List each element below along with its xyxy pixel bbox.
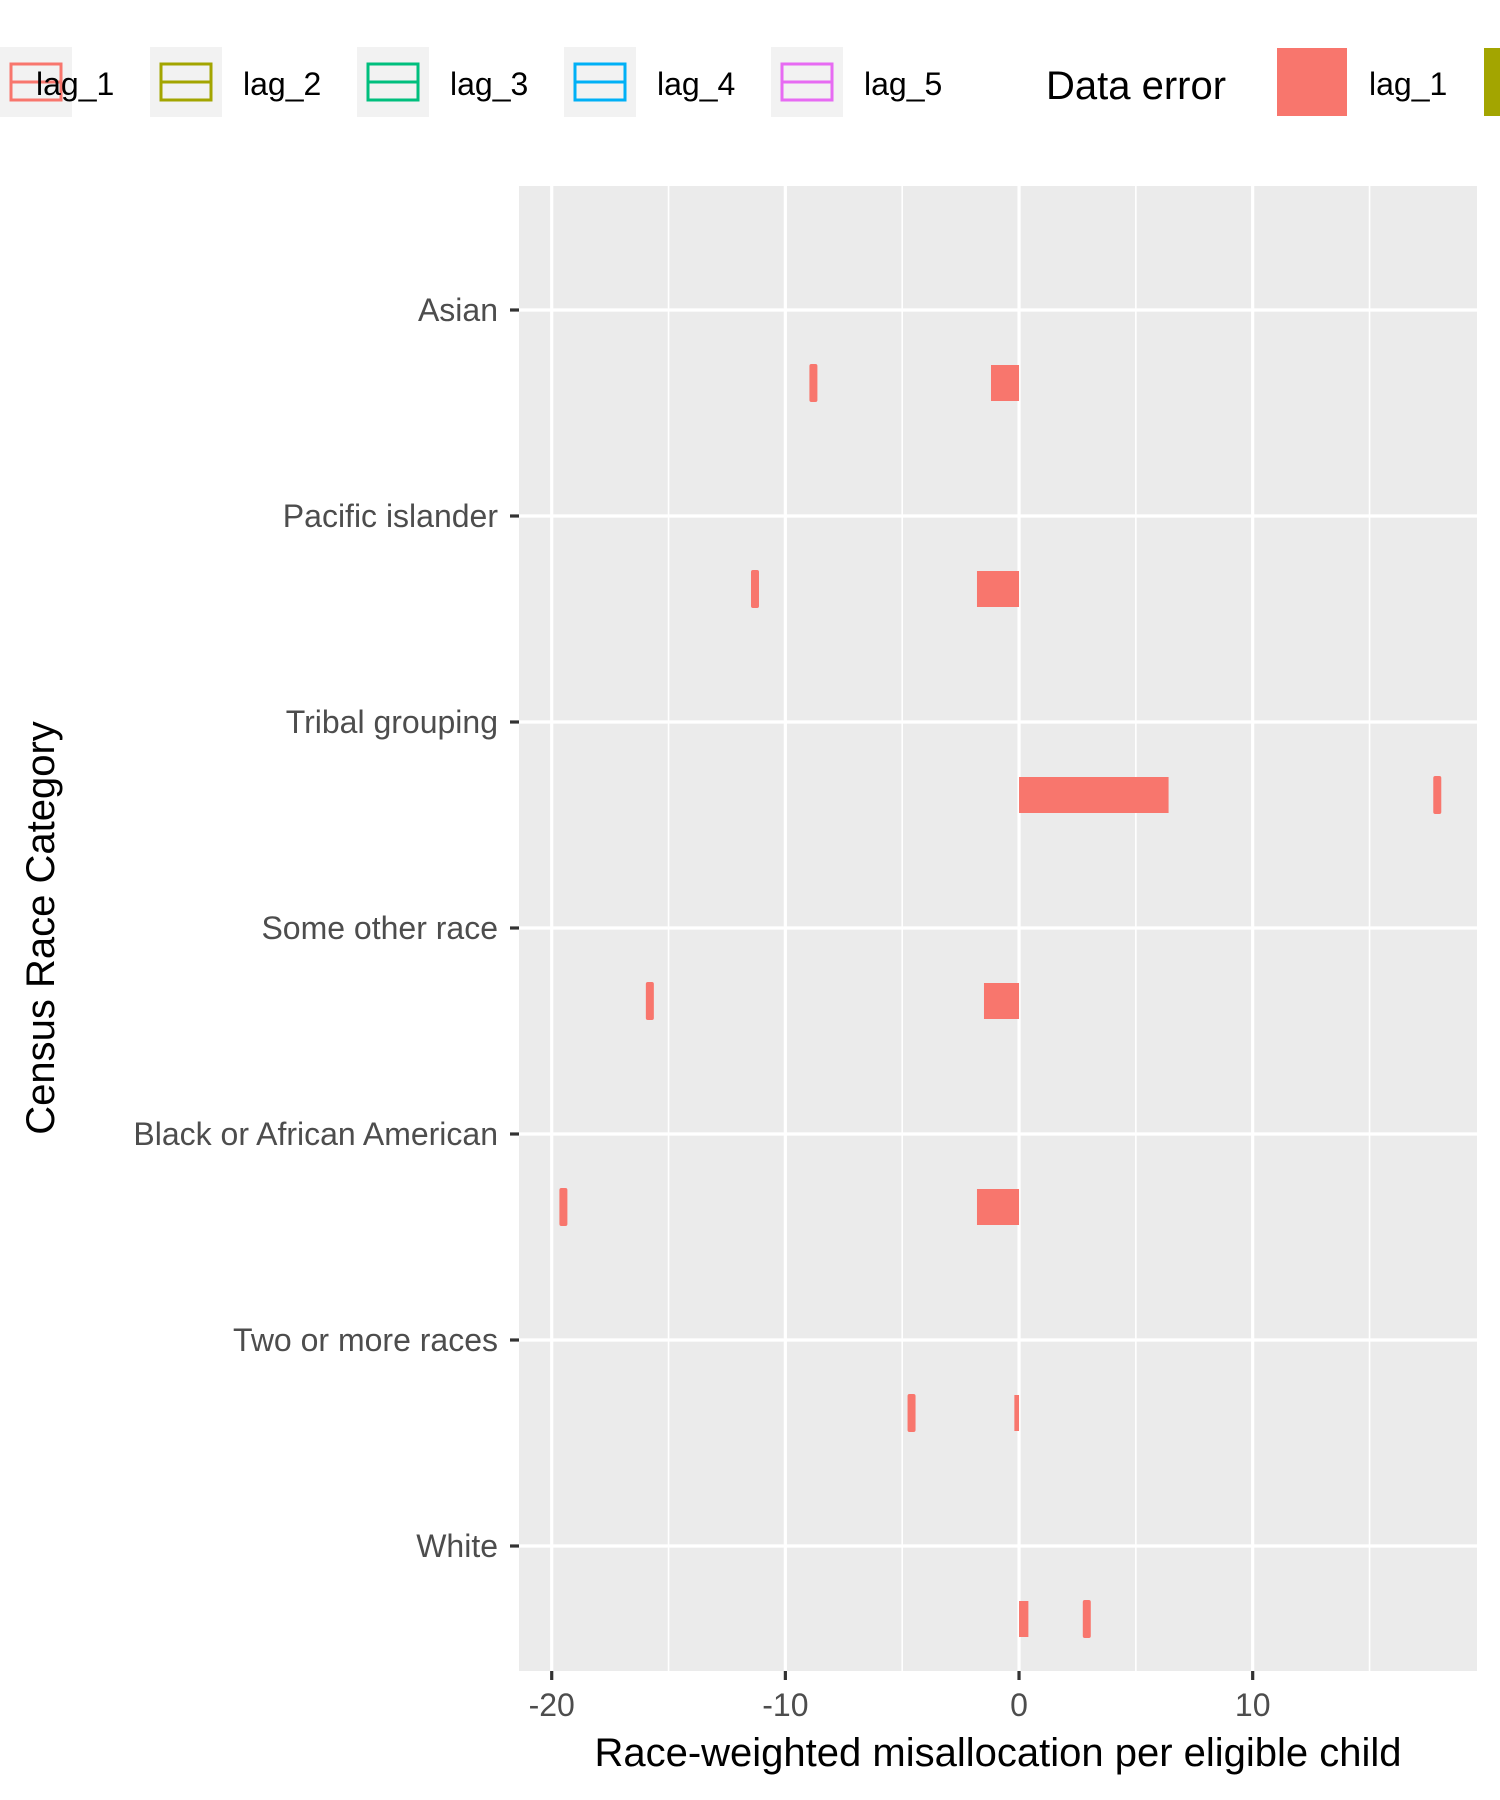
legend-key-fill <box>1484 48 1500 116</box>
legend-label: lag_1 <box>1369 66 1447 102</box>
outline-bar <box>750 570 759 608</box>
data-error-bar <box>990 365 1020 401</box>
y-axis-title: Census Race Category <box>19 721 63 1135</box>
x-tick-label: 10 <box>1235 1687 1271 1723</box>
legend-label: lag_5 <box>864 66 942 102</box>
legend: lag_1 lag_2 lag_3 lag_4 lag_5 Data error lag_1 <box>0 47 1500 117</box>
y-axis: Asian Pacific islander Tribal grouping Some… <box>133 292 519 1564</box>
outline-bar <box>1082 1600 1091 1638</box>
chart-marks <box>559 364 1442 1638</box>
data-error-bar <box>1019 1601 1029 1637</box>
legend-label: lag_1 <box>36 66 114 102</box>
y-tick-label: Black or African American <box>133 1116 498 1152</box>
data-error-bar <box>976 571 1020 607</box>
x-axis-title: Race-weighted misallocation per eligible… <box>594 1731 1401 1775</box>
y-tick-label: Tribal grouping <box>286 704 498 740</box>
x-tick-label: -10 <box>762 1687 808 1723</box>
outline-bar <box>809 364 818 402</box>
outline-bar <box>559 1188 568 1226</box>
outline-bar <box>1433 776 1442 814</box>
y-tick-label: Two or more races <box>233 1322 498 1358</box>
y-tick-label: Pacific islander <box>283 498 499 534</box>
data-error-bar <box>976 1189 1020 1225</box>
legend-key-fill <box>1277 48 1347 116</box>
y-tick-label: White <box>416 1528 498 1564</box>
grid <box>519 186 1477 1671</box>
y-tick-label: Asian <box>418 292 498 328</box>
x-tick-label: -20 <box>529 1687 575 1723</box>
x-tick-label: 0 <box>1010 1687 1028 1723</box>
data-error-bar <box>1019 777 1169 813</box>
legend-label: lag_3 <box>450 66 528 102</box>
legend-label: lag_2 <box>243 66 321 102</box>
outline-bar <box>645 982 654 1020</box>
legend-label: lag_4 <box>657 66 735 102</box>
data-error-bar <box>1014 1395 1020 1431</box>
y-tick-label: Some other race <box>261 910 498 946</box>
data-error-bar <box>983 983 1020 1019</box>
legend-title: Data error <box>1046 64 1226 108</box>
x-axis: -20 -10 0 10 <box>529 1671 1271 1723</box>
outline-bar <box>907 1394 916 1432</box>
